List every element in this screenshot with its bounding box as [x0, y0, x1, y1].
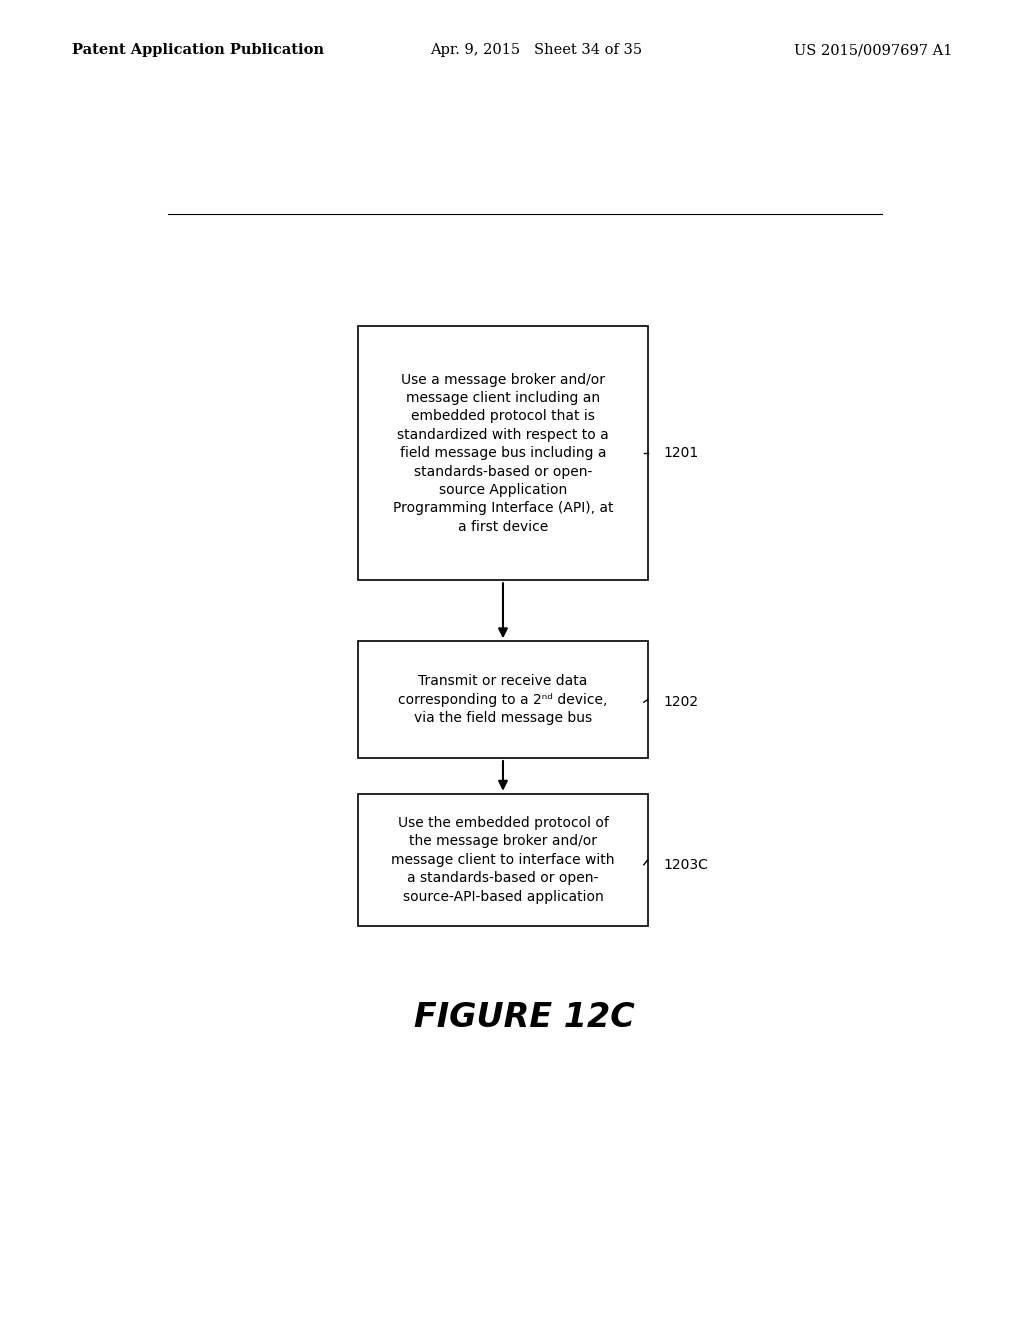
Bar: [358, 642, 648, 758]
Text: Patent Application Publication: Patent Application Publication: [72, 44, 324, 57]
Text: 1202: 1202: [664, 696, 698, 709]
Text: 1201: 1201: [664, 446, 699, 461]
Bar: [358, 793, 648, 925]
Text: US 2015/0097697 A1: US 2015/0097697 A1: [794, 44, 952, 57]
Text: Transmit or receive data
corresponding to a 2ⁿᵈ device,
via the field message bu: Transmit or receive data corresponding t…: [398, 675, 607, 725]
Text: 1203C: 1203C: [664, 858, 709, 871]
Text: Apr. 9, 2015   Sheet 34 of 35: Apr. 9, 2015 Sheet 34 of 35: [430, 44, 642, 57]
Bar: [358, 326, 648, 581]
Text: FIGURE 12C: FIGURE 12C: [415, 1001, 635, 1034]
Text: Use the embedded protocol of
the message broker and/or
message client to interfa: Use the embedded protocol of the message…: [391, 816, 614, 903]
Text: Use a message broker and/or
message client including an
embedded protocol that i: Use a message broker and/or message clie…: [393, 372, 613, 533]
